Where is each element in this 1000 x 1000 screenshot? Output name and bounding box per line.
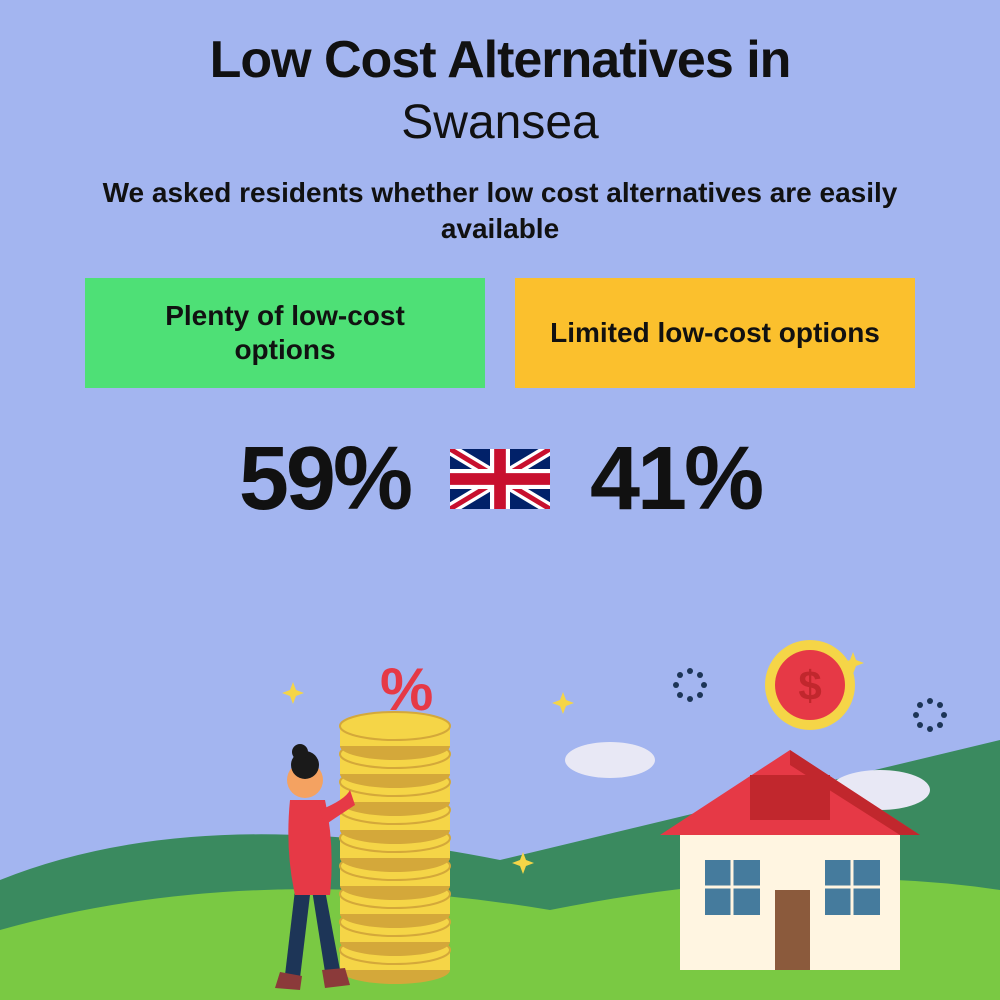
option-box-limited: Limited low-cost options — [515, 278, 915, 388]
page-title: Low Cost Alternatives in — [0, 30, 1000, 90]
stats-row: 59% 41% — [0, 428, 1000, 531]
dollar-coin-icon: $ — [765, 640, 855, 730]
illustration: $ — [0, 600, 1000, 1000]
coin-stack-icon: % — [340, 656, 450, 984]
location-name: Swansea — [0, 95, 1000, 150]
header: Low Cost Alternatives in Swansea We aske… — [0, 0, 1000, 248]
option-label: Plenty of low-cost options — [115, 299, 455, 366]
option-label: Limited low-cost options — [550, 316, 880, 350]
stat-limited: 41% — [590, 428, 761, 531]
stat-plenty: 59% — [239, 428, 410, 531]
percent-icon: % — [380, 656, 433, 723]
cloud-icon — [565, 742, 655, 778]
option-box-plenty: Plenty of low-cost options — [85, 278, 485, 388]
subtitle: We asked residents whether low cost alte… — [0, 175, 1000, 248]
option-boxes: Plenty of low-cost options Limited low-c… — [0, 278, 1000, 388]
uk-flag-icon — [450, 449, 550, 509]
svg-text:$: $ — [798, 662, 821, 709]
